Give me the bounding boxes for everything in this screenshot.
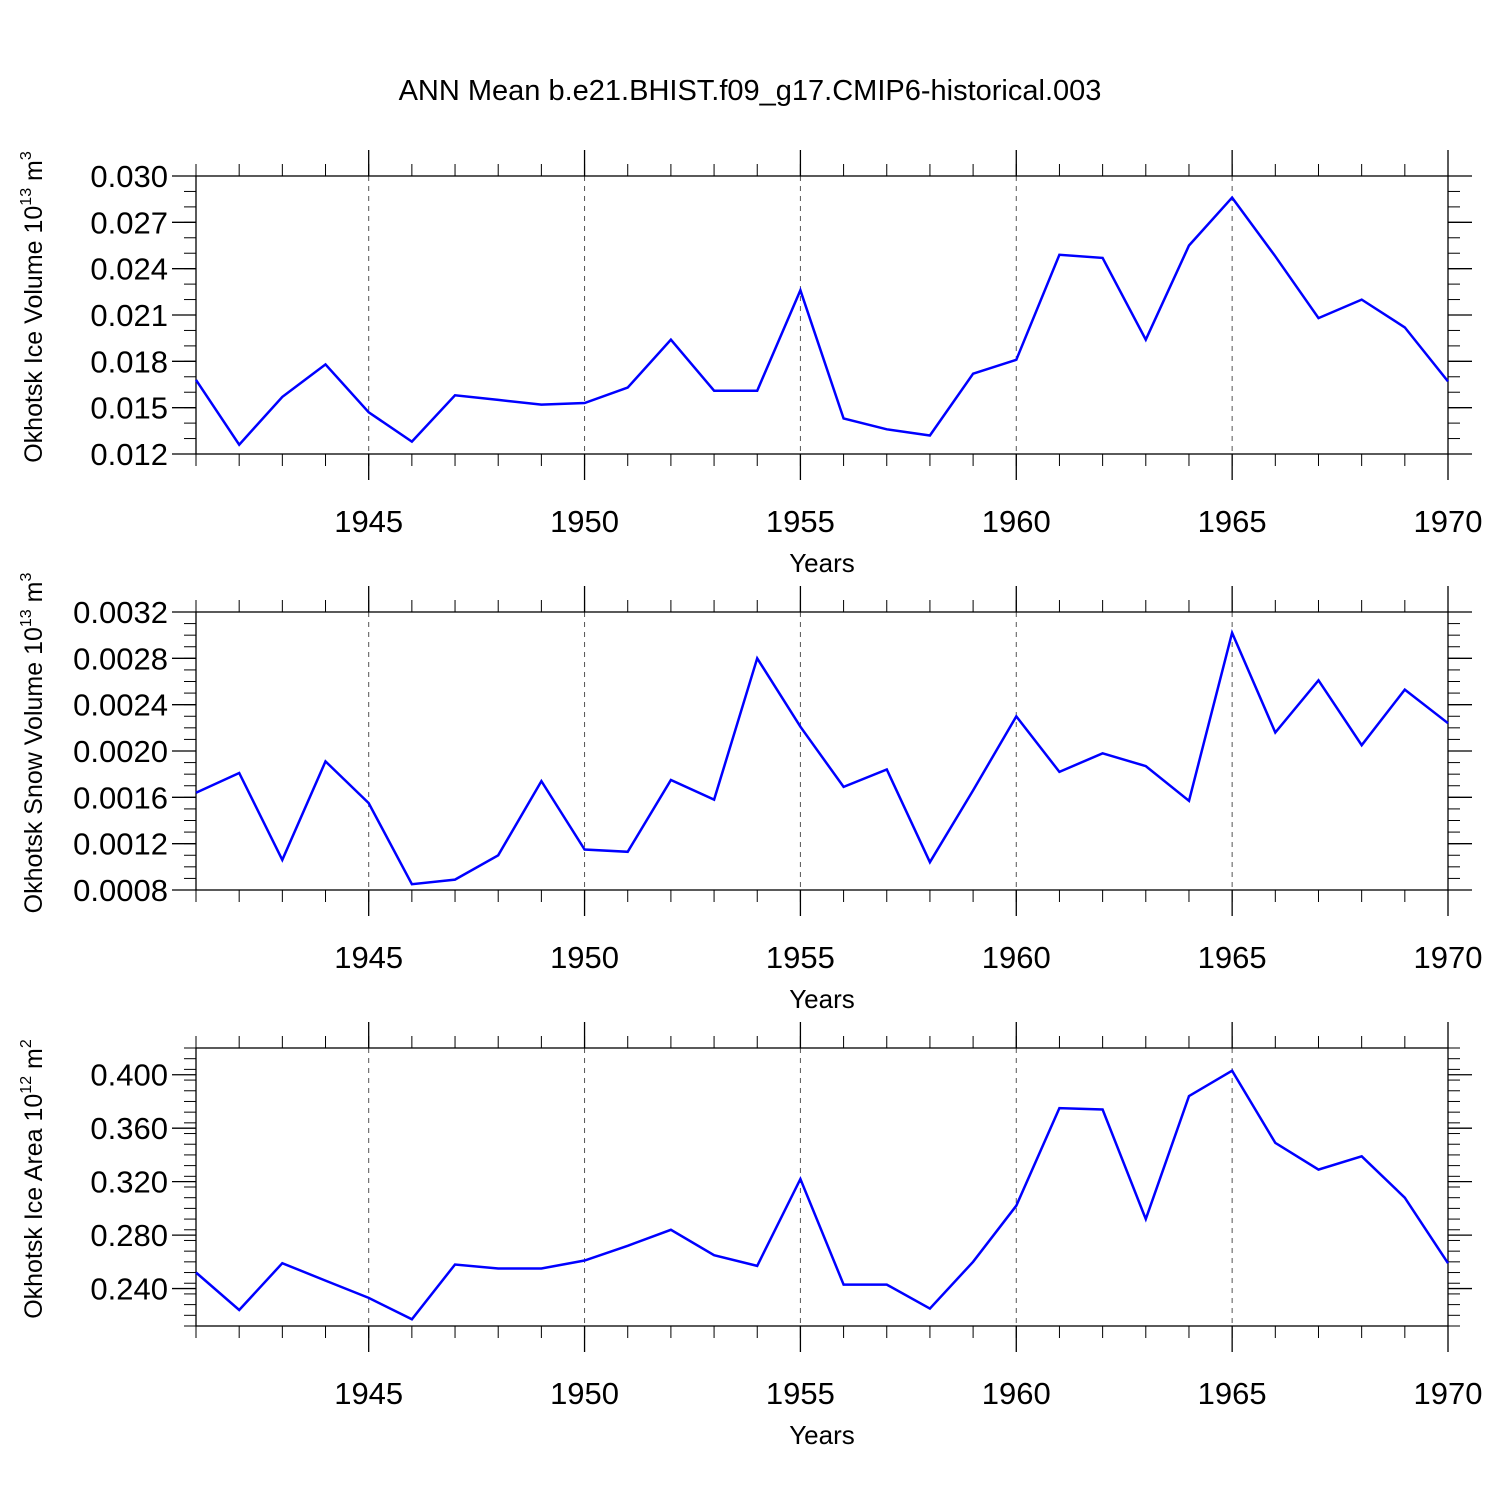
x-tick-label: 1945: [334, 504, 403, 539]
y-axis-title-unit: m: [20, 582, 48, 610]
x-tick-label: 1965: [1198, 940, 1267, 975]
figure-title: ANN Mean b.e21.BHIST.f09_g17.CMIP6-histo…: [399, 75, 1102, 107]
y-axis-title: Okhotsk Ice Volume 1013 m3: [18, 151, 48, 463]
y-tick-label: 0.0012: [73, 827, 168, 862]
y-tick-label: 0.030: [90, 159, 168, 194]
x-tick-label: 1965: [1198, 1376, 1267, 1411]
y-axis-title-unit: m: [20, 160, 48, 188]
y-tick-label: 0.400: [90, 1058, 168, 1093]
y-tick-label: 0.0020: [73, 734, 168, 769]
x-axis-title: Years: [789, 548, 855, 578]
y-axis-title-unit-exponent: 3: [18, 151, 35, 160]
series-line-ice-volume: [194, 195, 1449, 447]
y-tick-label: 0.024: [90, 252, 168, 287]
plot-frame: [195, 1047, 1449, 1327]
x-tick-label: 1955: [766, 940, 835, 975]
y-axis-title-base: Okhotsk Snow Volume 10: [20, 627, 48, 913]
x-tick-label: 1950: [550, 940, 619, 975]
y-axis-title: Okhotsk Snow Volume 1013 m3: [18, 573, 48, 914]
y-tick-label: 0.018: [90, 344, 168, 379]
x-tick-label: 1960: [982, 1376, 1051, 1411]
plot-frame: [195, 611, 1449, 891]
x-tick-label: 1945: [334, 1376, 403, 1411]
y-axis-title-base: Okhotsk Ice Volume 10: [20, 206, 48, 463]
x-tick-label: 1960: [982, 504, 1051, 539]
x-tick-label: 1950: [550, 504, 619, 539]
y-axis-title-unit-exponent: 3: [18, 573, 35, 582]
y-axis-title-exponent: 12: [18, 1076, 35, 1094]
y-axis-title-unit: m: [20, 1048, 48, 1076]
y-tick-label: 0.320: [90, 1165, 168, 1200]
y-tick-label: 0.0016: [73, 780, 168, 815]
y-tick-label: 0.0032: [73, 595, 168, 630]
y-axis-title-unit-exponent: 2: [18, 1039, 35, 1048]
y-axis-title-exponent: 13: [18, 188, 35, 206]
x-tick-label: 1970: [1414, 504, 1483, 539]
panel-snow-volume: 1945 1950 1955 1960 1965 1970 0.0008 0.0012 0.00…: [18, 573, 1482, 1014]
y-tick-label: 0.280: [90, 1218, 168, 1253]
x-tick-label: 1960: [982, 940, 1051, 975]
y-tick-label: 0.360: [90, 1111, 168, 1146]
x-tick-label: 1945: [334, 940, 403, 975]
x-tick-label: 1950: [550, 1376, 619, 1411]
y-axis-title-base: Okhotsk Ice Area 10: [20, 1094, 48, 1319]
x-axis-title: Years: [789, 984, 855, 1014]
y-tick-label: 0.027: [90, 205, 168, 240]
y-tick-label: 0.0024: [73, 688, 168, 723]
series-line-snow-volume: [195, 628, 1449, 886]
panel-ice-volume: 1945 1950 1955 1960 1965 1970 0.012 0.015 0.018 0…: [18, 150, 1482, 578]
y-tick-label: 0.012: [90, 437, 168, 472]
x-tick-label: 1955: [766, 504, 835, 539]
y-tick-label: 0.240: [90, 1272, 168, 1307]
y-tick-label: 0.0008: [73, 873, 168, 908]
y-tick-label: 0.021: [90, 298, 168, 333]
x-tick-label: 1955: [766, 1376, 835, 1411]
y-tick-label: 0.015: [90, 391, 168, 426]
x-tick-label: 1965: [1198, 504, 1267, 539]
y-axis-title: Okhotsk Ice Area 1012 m2: [18, 1039, 48, 1319]
series-line-ice-area: [195, 1068, 1450, 1321]
x-tick-label: 1970: [1414, 1376, 1483, 1411]
y-axis-title-exponent: 13: [18, 609, 35, 627]
panel-ice-area: 1945 1950 1955 1960 1965 1970 0.240 0.280 0.320 0…: [18, 1022, 1482, 1450]
x-axis-title: Years: [789, 1420, 855, 1450]
y-tick-label: 0.0028: [73, 641, 168, 676]
x-tick-label: 1970: [1414, 940, 1483, 975]
plot-frame: [195, 175, 1449, 455]
